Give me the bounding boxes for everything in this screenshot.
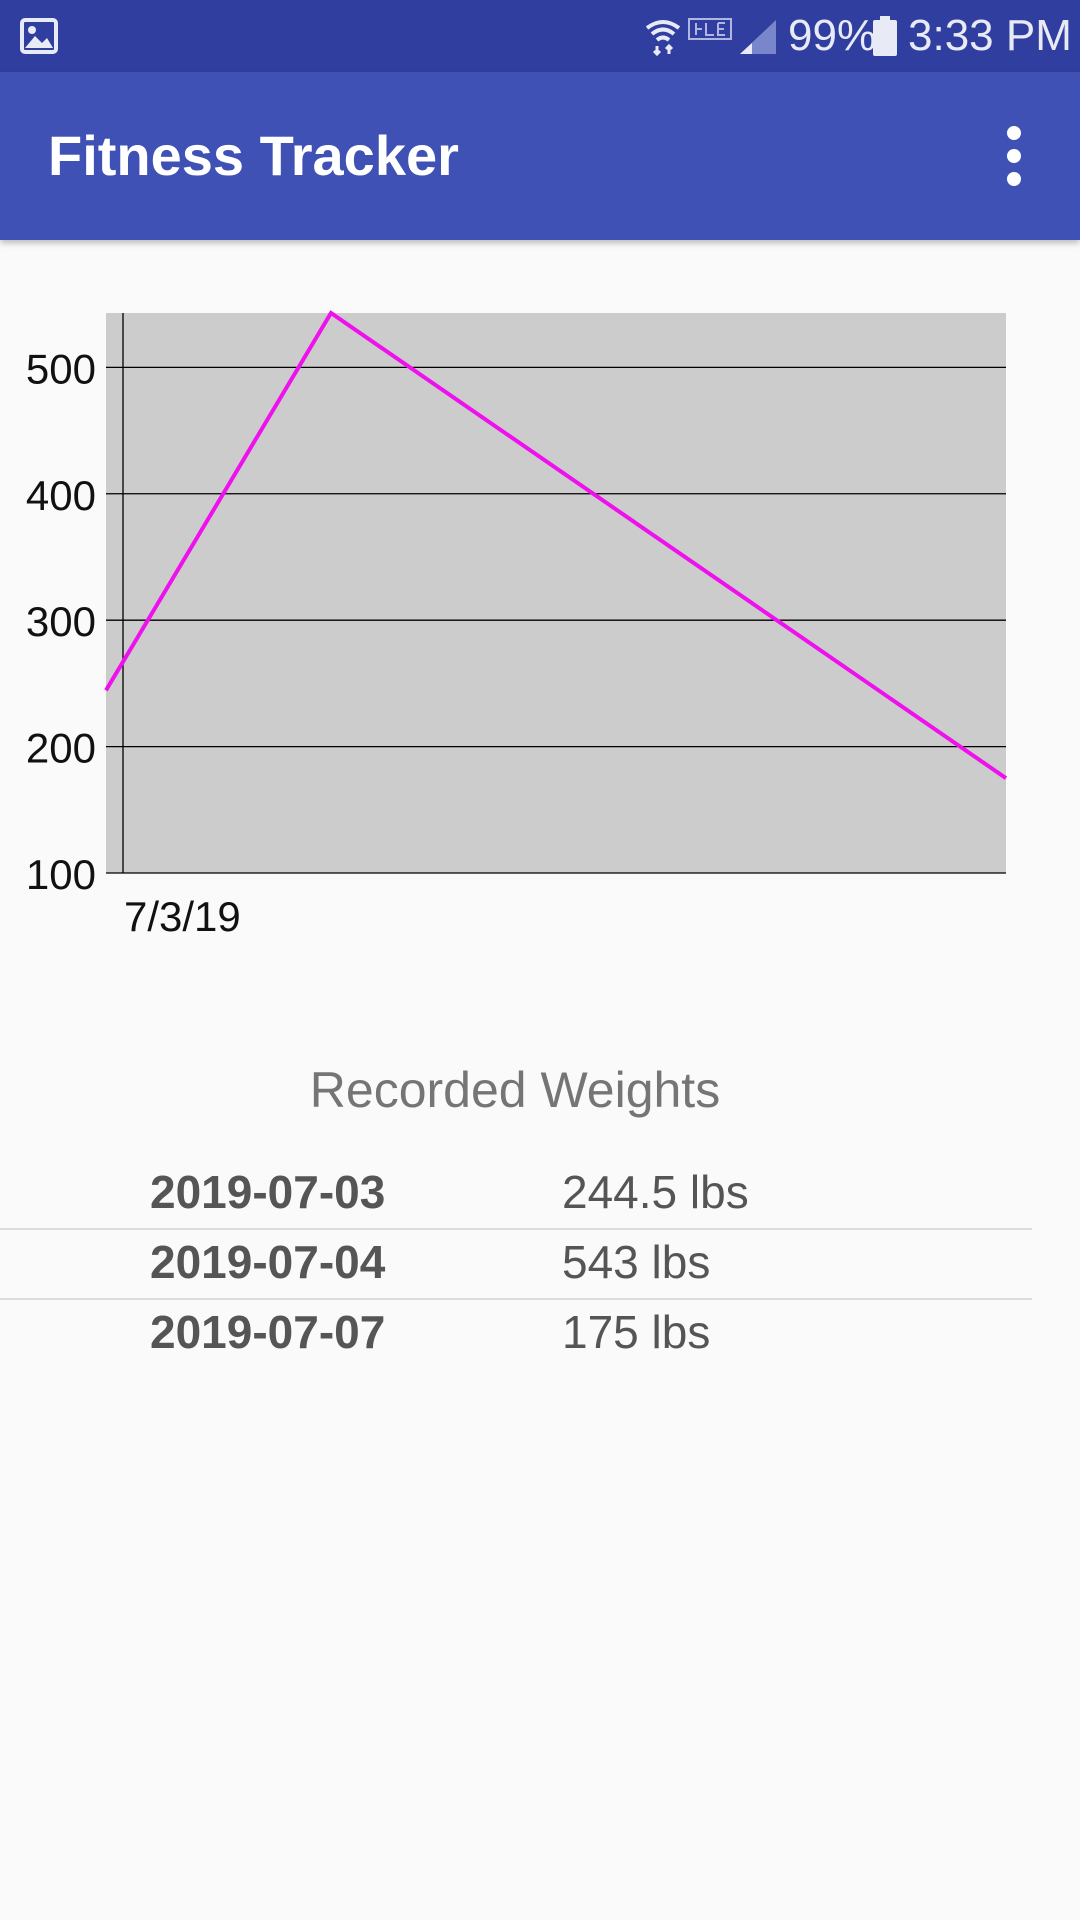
app-bar: Fitness Tracker [0,72,1080,240]
y-tick-label: 300 [26,598,96,645]
y-tick-label: 200 [26,725,96,772]
weight-date: 2019-07-07 [150,1306,386,1358]
wifi-icon [645,20,681,56]
chart-svg: 100 200 300 400 500 7/3/19 [26,310,1008,940]
battery-percent: 99% [788,11,877,60]
weight-chart: 100 200 300 400 500 7/3/19 [0,300,1080,960]
signal-icon [740,20,776,54]
y-tick-label: 500 [26,345,96,392]
y-tick-label: 100 [26,851,96,898]
weight-row: 2019-07-07 175 lbs [0,1298,1032,1368]
gallery-icon [20,18,58,54]
battery-icon [873,16,897,56]
weight-row: 2019-07-03 244.5 lbs [0,1160,1032,1228]
status-bar: 99% 3:33 PM [0,0,1080,72]
clock: 3:33 PM [908,11,1072,60]
recorded-weights-title: Recorded Weights [309,1062,721,1118]
chart-plot-area [106,313,1006,873]
weight-series-line [104,310,1008,780]
weights-table: 2019-07-03 244.5 lbs 2019-07-04 543 lbs 2019… [0,1160,1032,1368]
weight-date: 2019-07-03 [150,1166,386,1218]
x-tick-label: 7/3/19 [124,893,241,940]
weight-value: 175 lbs [562,1306,711,1358]
weight-value: 244.5 lbs [562,1166,749,1218]
volte-icon [688,18,732,40]
more-vert-icon[interactable] [990,124,1038,188]
weight-row: 2019-07-04 543 lbs [0,1228,1032,1298]
y-tick-label: 400 [26,472,96,519]
app-title: Fitness Tracker [48,124,459,187]
weight-date: 2019-07-04 [150,1236,386,1288]
weight-value: 543 lbs [562,1236,711,1288]
